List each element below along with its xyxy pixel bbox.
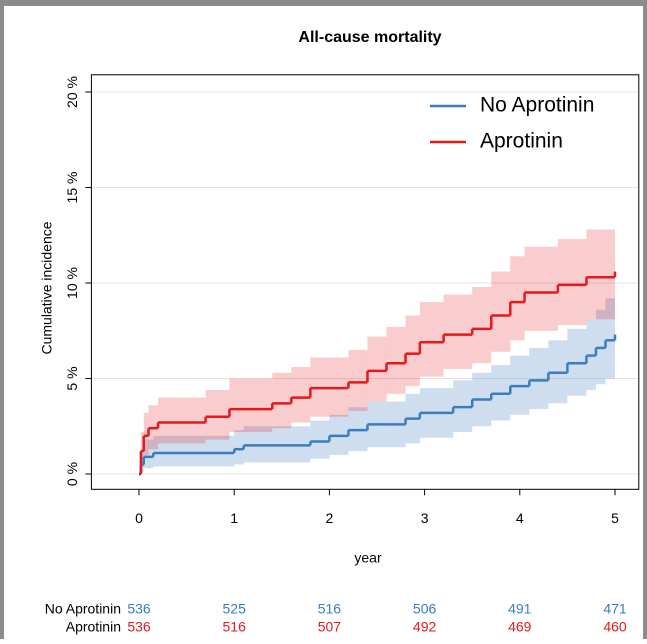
ci-band [386,326,406,394]
risk-count: 516 [318,601,342,617]
risk-count: 525 [223,601,247,617]
x-axis-label: year [354,550,382,566]
ci-band [405,315,420,387]
risk-count: 469 [508,619,532,635]
risk-count: 516 [223,619,247,635]
ci-band [524,246,558,331]
ci-band [443,294,473,369]
ci-band [234,430,244,465]
ci-band [586,229,615,320]
x-tick-label: 0 [135,510,143,526]
ci-band [143,412,149,455]
ci-band [143,439,154,469]
chart-title: All-cause mortality [298,29,441,46]
y-tick-label: 20 % [64,76,80,108]
legend-label: No Aprotinin [480,94,594,117]
ci-band [310,420,330,459]
risk-count: 491 [508,601,532,617]
ci-band [529,347,549,410]
x-tick-label: 5 [611,510,619,526]
x-tick-label: 1 [230,510,238,526]
ci-band [419,302,444,377]
y-tick-label: 5 % [64,366,80,390]
ci-band [367,336,387,402]
risk-count: 536 [127,601,151,617]
ci-band [510,256,525,341]
ci-band [153,435,235,467]
risk-row-label: Aprotinin [66,619,121,635]
ci-band [491,271,511,352]
plot-box [90,74,640,490]
ci-band [205,389,230,440]
x-tick-label: 4 [516,510,524,526]
risk-count: 460 [603,619,627,635]
ci-band [472,286,492,364]
x-tick-label: 3 [421,510,429,526]
risk-count: 507 [318,619,342,635]
legend-label: Aprotinin [480,130,563,153]
ci-band [605,298,615,379]
risk-count: 471 [603,601,627,617]
y-tick-label: 15 % [64,172,80,204]
ci-band [229,378,273,432]
risk-count: 536 [127,619,151,635]
ci-band [140,431,144,467]
y-tick-label: 0 % [64,462,80,486]
y-axis-label: Cumulative incidence [39,221,55,354]
y-tick-label: 10 % [64,267,80,299]
chart: All-cause mortality year Cumulative inci… [39,29,640,635]
x-tick-label: 2 [326,510,334,526]
ci-band [348,349,368,411]
ci-band [272,372,292,429]
ci-band [158,397,206,444]
ci-band [291,367,311,423]
risk-row-label: No Aprotinin [45,601,121,617]
ci-band [557,239,587,326]
ci-band [140,453,144,473]
risk-count: 506 [413,601,437,617]
risk-count: 492 [413,619,437,635]
